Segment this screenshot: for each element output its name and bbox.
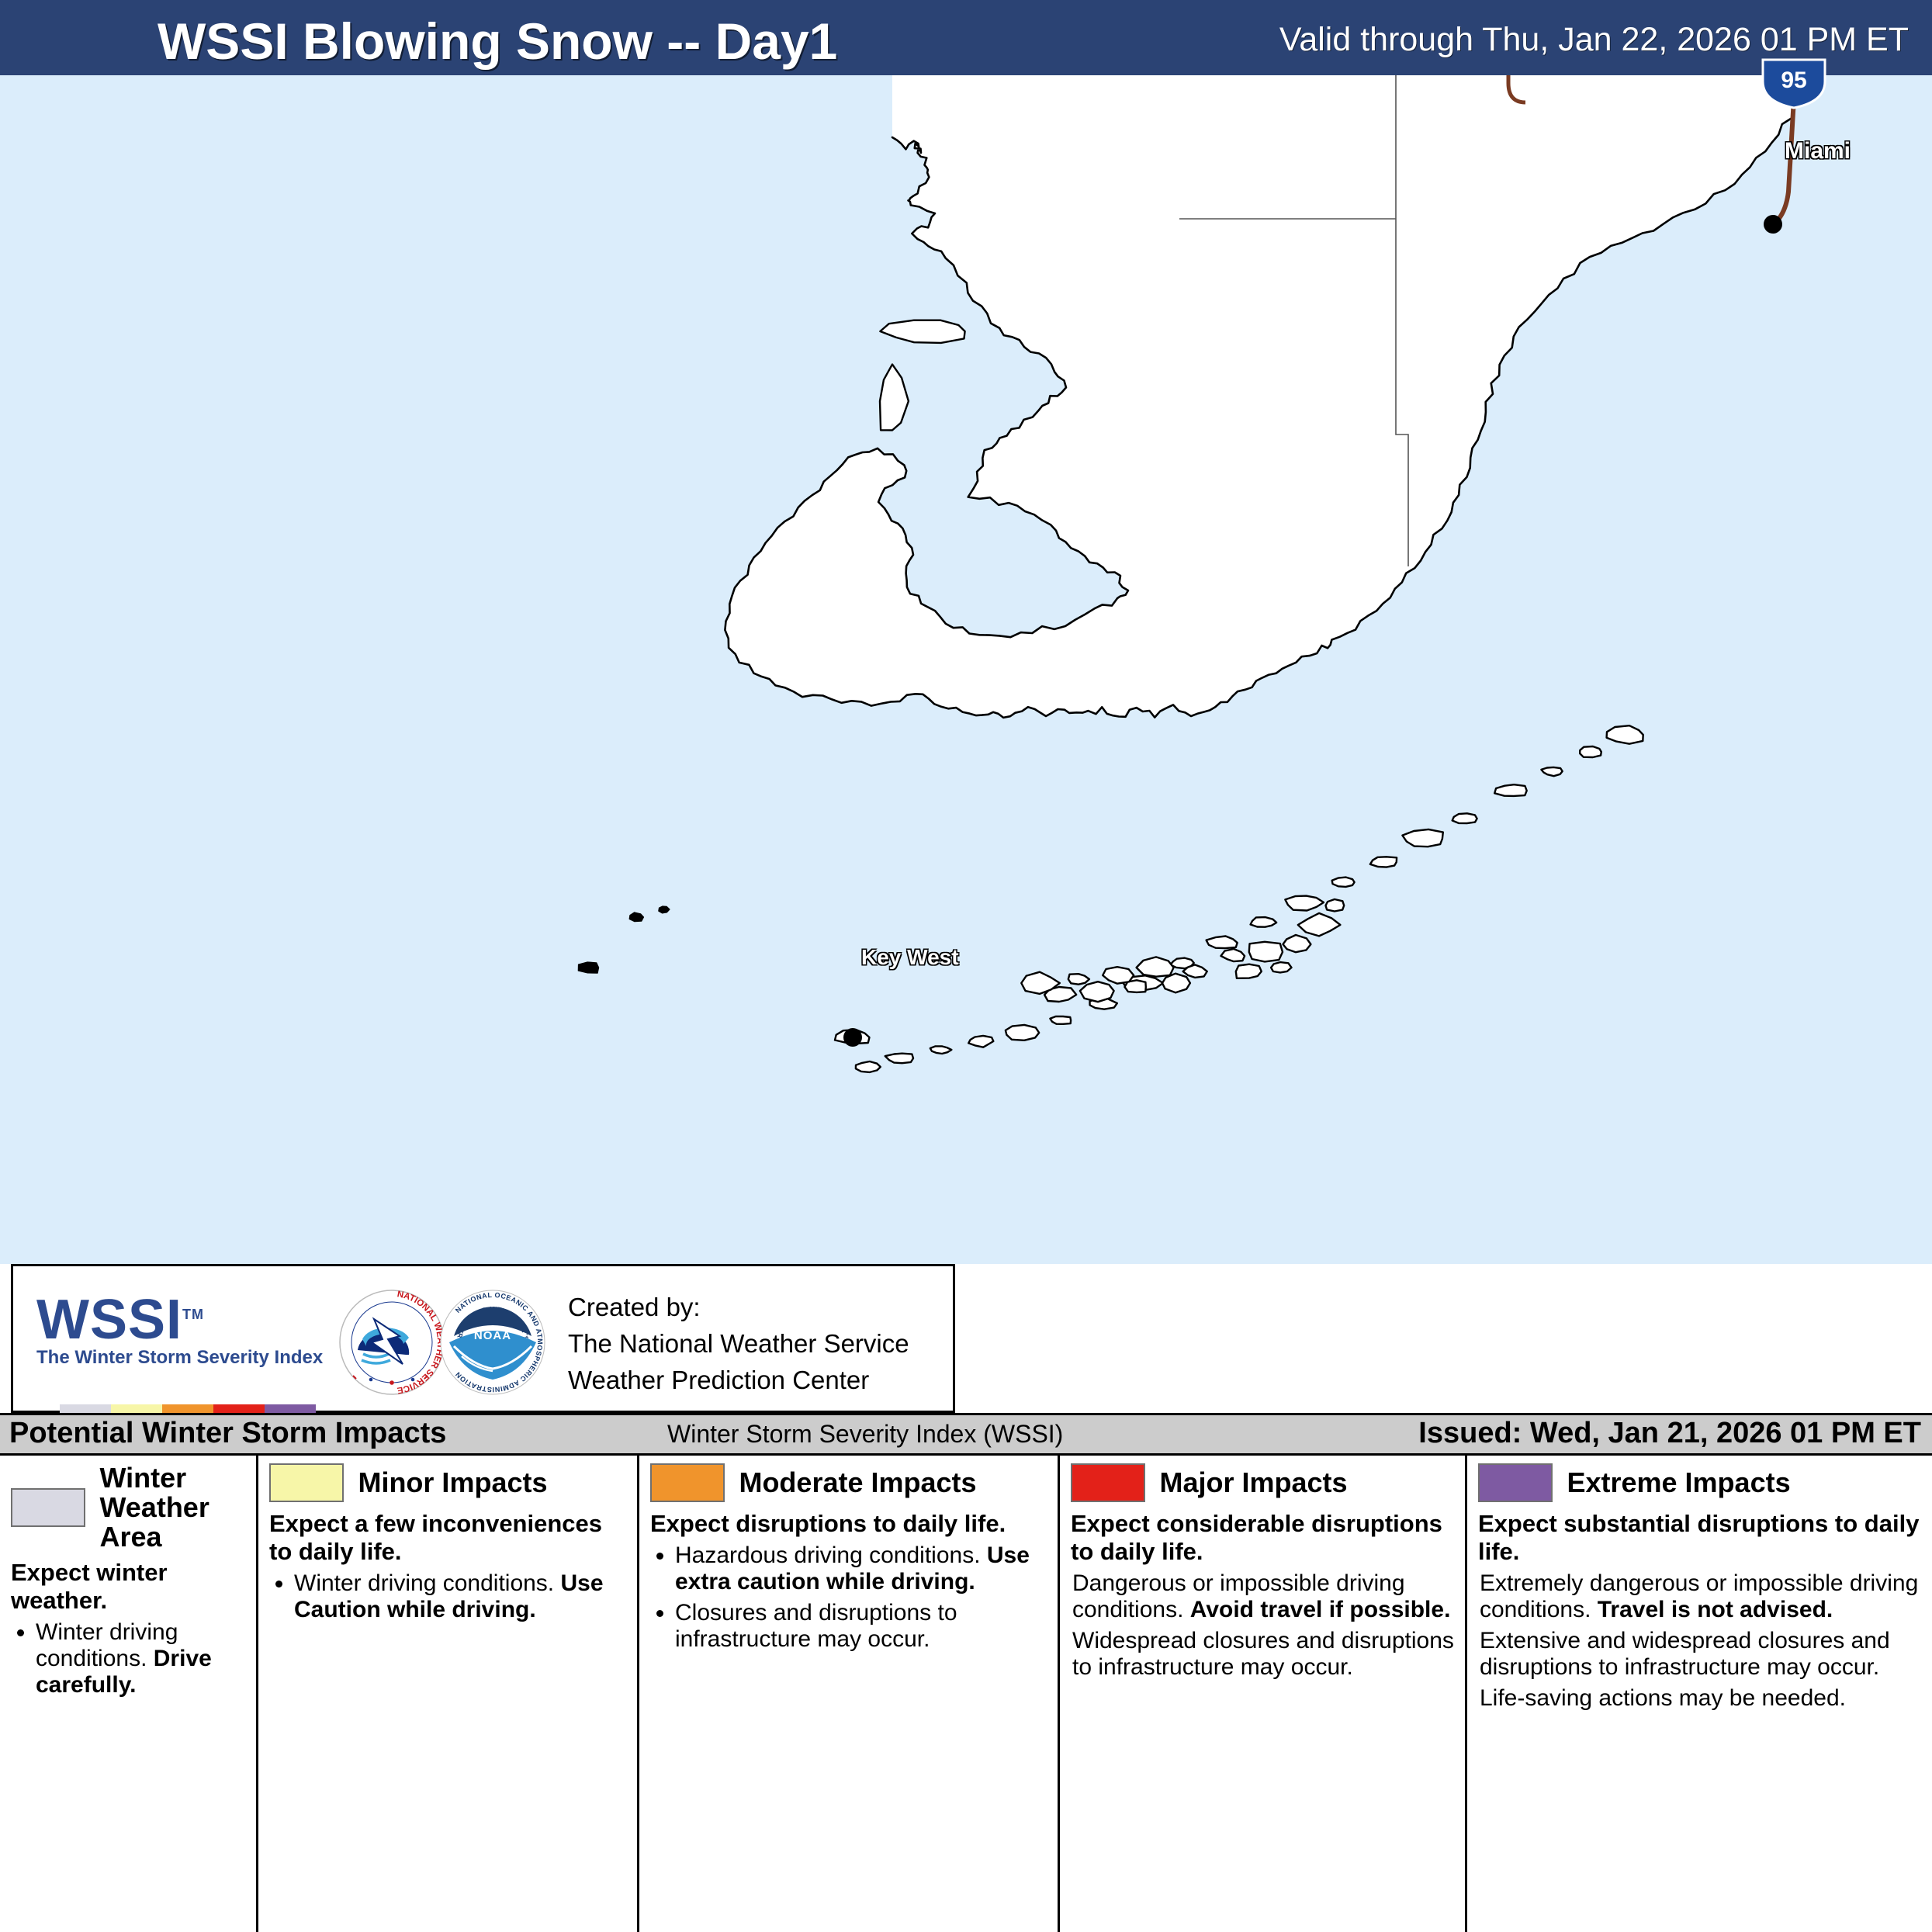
svg-text:95: 95 — [1781, 68, 1806, 93]
svg-text:NOAA: NOAA — [474, 1329, 511, 1342]
